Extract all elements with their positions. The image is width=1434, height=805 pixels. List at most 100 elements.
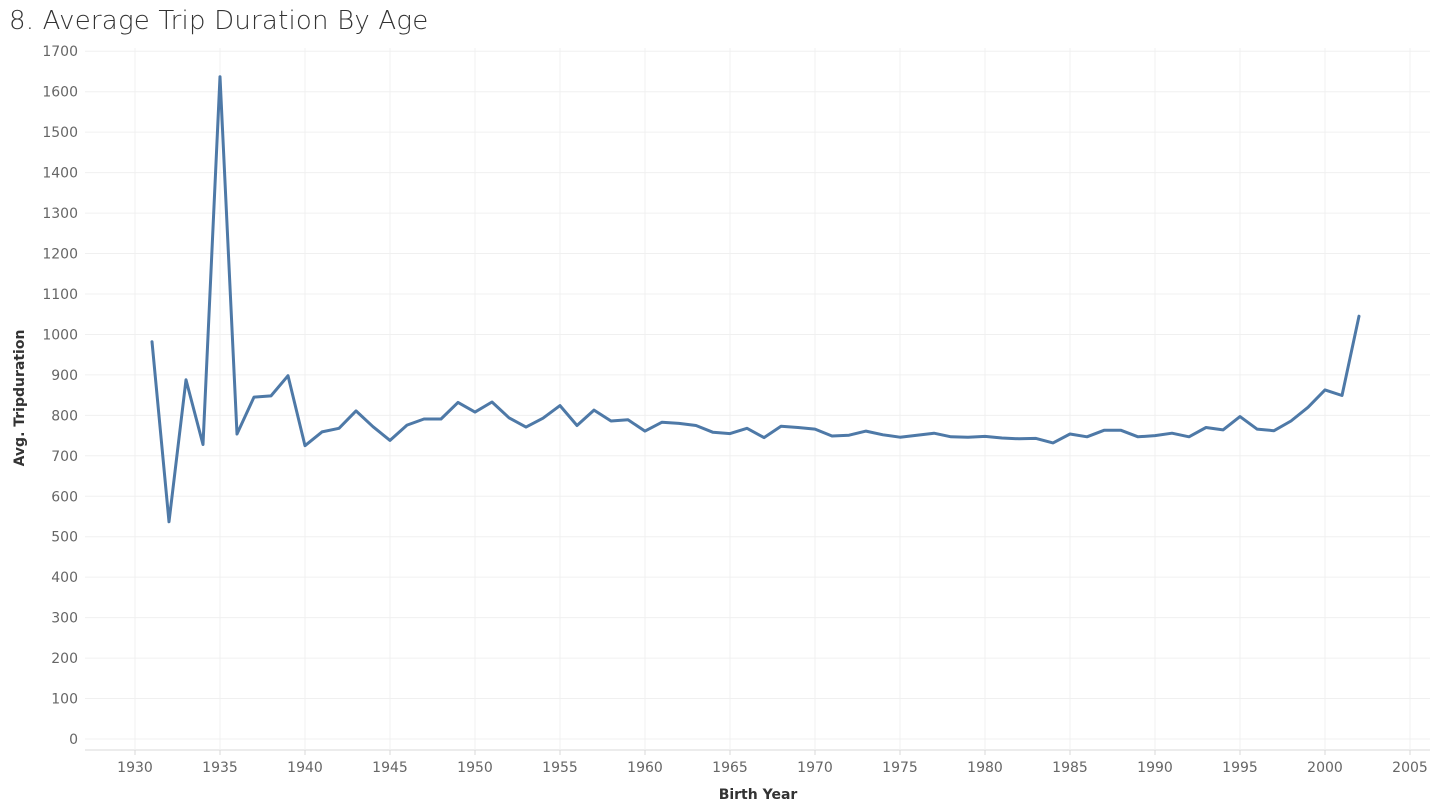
data-point[interactable] <box>882 433 885 436</box>
data-point[interactable] <box>559 404 562 407</box>
data-point[interactable] <box>1035 437 1038 440</box>
data-point[interactable] <box>933 432 936 435</box>
x-tick-label: 1960 <box>627 760 663 776</box>
data-point[interactable] <box>729 432 732 435</box>
data-point[interactable] <box>865 430 868 433</box>
data-point[interactable] <box>678 422 681 425</box>
data-point[interactable] <box>746 427 749 430</box>
data-point[interactable] <box>1341 394 1344 397</box>
data-point[interactable] <box>780 425 783 428</box>
data-point[interactable] <box>355 409 358 412</box>
data-point[interactable] <box>321 430 324 433</box>
data-point[interactable] <box>1120 429 1123 432</box>
y-tick-label: 400 <box>51 570 78 586</box>
y-tick-label: 200 <box>51 651 78 667</box>
x-tick-label: 1980 <box>967 760 1003 776</box>
x-tick-label: 1945 <box>372 760 408 776</box>
data-point[interactable] <box>474 411 477 414</box>
x-tick-label: 1950 <box>457 760 493 776</box>
x-tick-label: 1975 <box>882 760 918 776</box>
data-point[interactable] <box>168 520 171 523</box>
data-point[interactable] <box>1239 415 1242 418</box>
data-point[interactable] <box>253 396 256 399</box>
y-tick-label: 600 <box>51 489 78 505</box>
data-point[interactable] <box>1069 432 1072 435</box>
data-point[interactable] <box>304 444 307 447</box>
data-point[interactable] <box>1307 406 1310 409</box>
data-point[interactable] <box>372 425 375 428</box>
data-point[interactable] <box>576 424 579 427</box>
data-point[interactable] <box>967 436 970 439</box>
data-point[interactable] <box>151 340 154 343</box>
data-point[interactable] <box>457 401 460 404</box>
data-point[interactable] <box>1222 428 1225 431</box>
data-point[interactable] <box>1324 388 1327 391</box>
data-point[interactable] <box>627 418 630 421</box>
y-tick-label: 1500 <box>42 125 78 141</box>
data-point[interactable] <box>1018 437 1021 440</box>
x-tick-label: 1955 <box>542 760 578 776</box>
data-point[interactable] <box>1171 432 1174 435</box>
x-tick-label: 1990 <box>1137 760 1173 776</box>
y-tick-label: 0 <box>69 732 78 748</box>
y-tick-label: 1600 <box>42 85 78 101</box>
series-layer <box>150 75 1361 524</box>
data-point[interactable] <box>1052 441 1055 444</box>
data-point[interactable] <box>593 409 596 412</box>
y-tick-label: 1400 <box>42 166 78 182</box>
data-point[interactable] <box>338 427 341 430</box>
data-point[interactable] <box>1273 429 1276 432</box>
data-point[interactable] <box>219 75 222 78</box>
data-point[interactable] <box>661 421 664 424</box>
data-point[interactable] <box>814 428 817 431</box>
data-point[interactable] <box>542 417 545 420</box>
x-tick-label: 2000 <box>1307 760 1343 776</box>
data-point[interactable] <box>406 424 409 427</box>
data-point[interactable] <box>491 401 494 404</box>
data-point[interactable] <box>423 417 426 420</box>
y-tick-label: 1200 <box>42 247 78 263</box>
data-point[interactable] <box>440 417 443 420</box>
data-point[interactable] <box>1137 435 1140 438</box>
data-point[interactable] <box>508 416 511 419</box>
data-point[interactable] <box>1154 434 1157 437</box>
data-point[interactable] <box>1001 437 1004 440</box>
data-point[interactable] <box>1256 428 1259 431</box>
x-tick-label: 1970 <box>797 760 833 776</box>
data-point[interactable] <box>389 439 392 442</box>
data-point[interactable] <box>899 436 902 439</box>
data-point[interactable] <box>185 378 188 381</box>
data-point[interactable] <box>695 424 698 427</box>
x-axis-title: Birth Year <box>719 787 798 803</box>
data-point[interactable] <box>644 430 647 433</box>
data-point[interactable] <box>1205 426 1208 429</box>
data-point[interactable] <box>1086 435 1089 438</box>
y-tick-label: 700 <box>51 449 78 465</box>
chart-title: 8. Average Trip Duration By Age <box>9 6 429 36</box>
data-point[interactable] <box>202 443 205 446</box>
data-point[interactable] <box>950 435 953 438</box>
data-point[interactable] <box>1290 420 1293 423</box>
y-tick-label: 500 <box>51 530 78 546</box>
data-point[interactable] <box>916 434 919 437</box>
data-point[interactable] <box>1188 435 1191 438</box>
data-point[interactable] <box>236 432 239 435</box>
y-tick-label: 800 <box>51 408 78 424</box>
data-point[interactable] <box>797 426 800 429</box>
data-point[interactable] <box>848 434 851 437</box>
data-point[interactable] <box>1358 315 1361 318</box>
data-point[interactable] <box>763 436 766 439</box>
data-point[interactable] <box>984 435 987 438</box>
x-tick-label: 1985 <box>1052 760 1088 776</box>
data-point[interactable] <box>1103 429 1106 432</box>
y-tick-label: 1000 <box>42 327 78 343</box>
y-tick-label: 1300 <box>42 206 78 222</box>
data-point[interactable] <box>610 420 613 423</box>
data-point[interactable] <box>270 394 273 397</box>
data-point[interactable] <box>287 374 290 377</box>
x-tick-label: 1940 <box>287 760 323 776</box>
data-point[interactable] <box>712 431 715 434</box>
data-point[interactable] <box>831 434 834 437</box>
data-point[interactable] <box>525 426 528 429</box>
